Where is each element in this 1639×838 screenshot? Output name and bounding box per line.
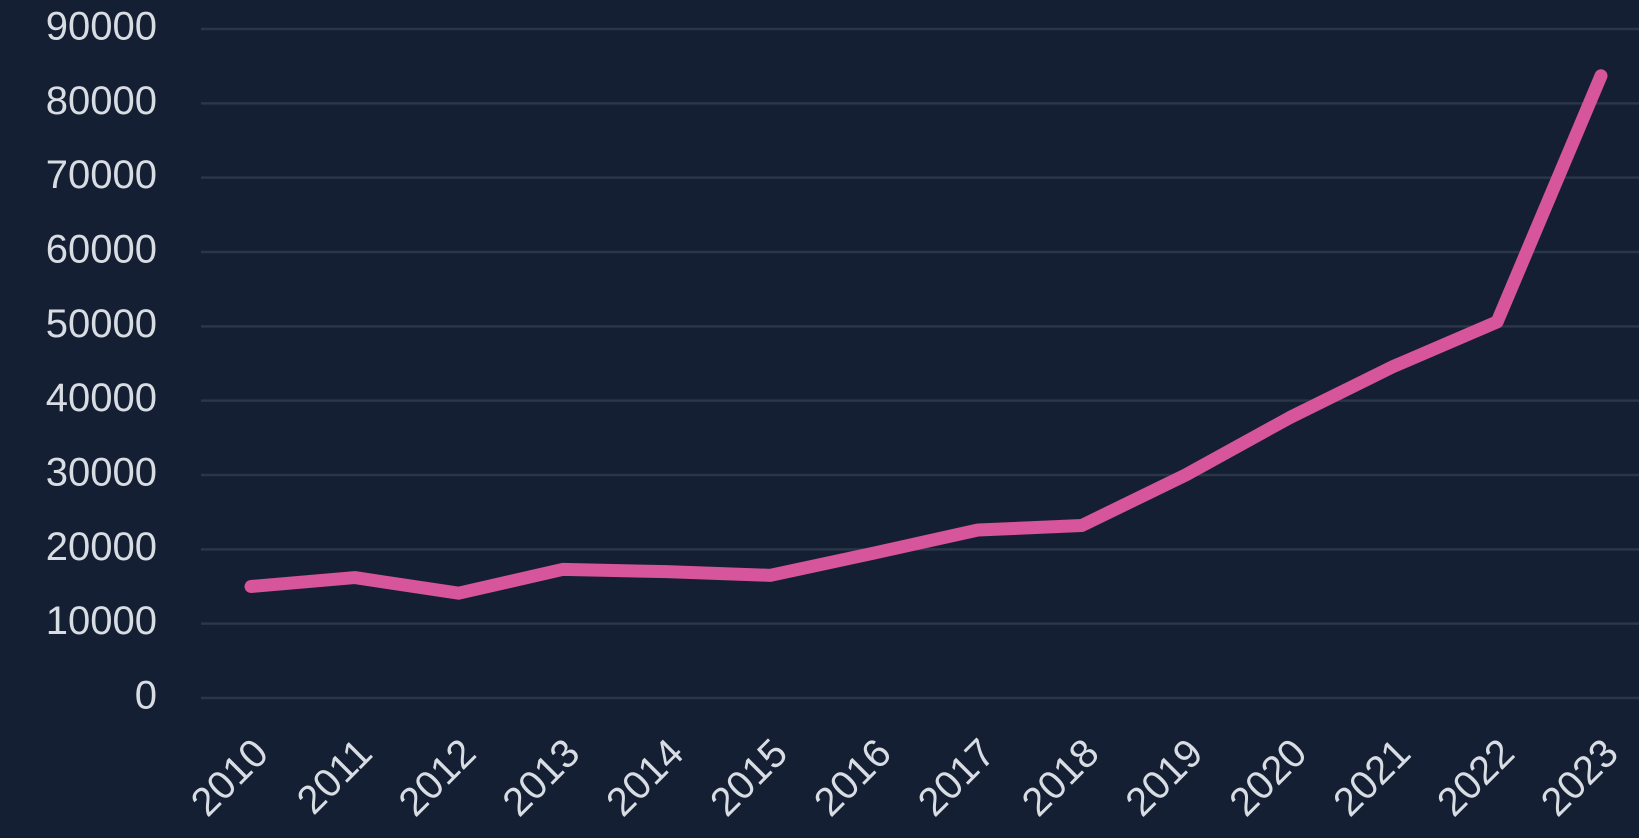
y-tick-label: 10000 bbox=[46, 599, 157, 643]
y-tick-label: 70000 bbox=[46, 153, 157, 197]
y-tick-label: 50000 bbox=[46, 302, 157, 346]
y-tick-label: 20000 bbox=[46, 525, 157, 569]
y-tick-label: 40000 bbox=[46, 376, 157, 420]
y-tick-label: 0 bbox=[135, 674, 157, 718]
y-tick-label: 90000 bbox=[46, 5, 157, 49]
line bbox=[244, 69, 1608, 600]
y-tick-label: 30000 bbox=[46, 451, 157, 495]
y-tick-label: 80000 bbox=[46, 79, 157, 123]
y-tick-label: 60000 bbox=[46, 228, 157, 272]
